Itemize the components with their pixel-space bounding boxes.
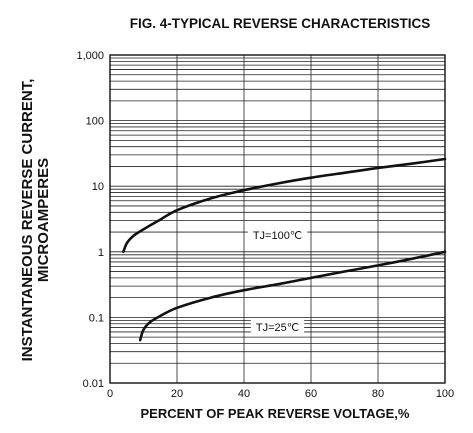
x-tick-label: 40 [238,388,250,400]
y-tick-label: 0.1 [89,312,104,324]
annotation-background [247,227,308,244]
x-axis-label: PERCENT OF PEAK REVERSE VOLTAGE,% [141,406,410,421]
y-tick-label: 1 [98,247,104,259]
annotation-background [250,318,305,335]
x-tick-label: 0 [107,388,113,400]
y-tick-labels: 0.01 0.1 1 10 100 1,000 [76,50,104,390]
curves [122,157,447,342]
y-tick-label: 0.01 [83,378,104,390]
y-axis-label-line-1: INSTANTANEOUS REVERSE CURRENT, [19,79,36,362]
annotations: TJ=100℃ TJ=25℃ [247,227,308,335]
plot-frame [109,54,446,384]
series-line-0 [122,157,447,254]
x-tick-labels: 0 20 40 60 80 100 [107,388,454,400]
x-tick-label: 80 [372,388,384,400]
series-annotation-0: TJ=100℃ [253,230,302,242]
grid [109,55,446,384]
x-tick-label: 100 [436,388,454,400]
y-tick-label: 10 [92,181,104,193]
y-axis-label-line-2: MICROAMPERES [35,158,52,282]
series-line-1 [138,250,447,342]
y-axis-label: INSTANTANEOUS REVERSE CURRENT, MICROAMPE… [19,79,52,362]
series-annotation-1: TJ=25℃ [256,322,299,334]
x-tick-label: 20 [171,388,183,400]
chart-title: FIG. 4-TYPICAL REVERSE CHARACTERISTICS [130,16,431,31]
x-tick-label: 60 [305,388,317,400]
y-tick-label: 100 [86,116,104,128]
y-tick-label: 1,000 [76,50,104,62]
